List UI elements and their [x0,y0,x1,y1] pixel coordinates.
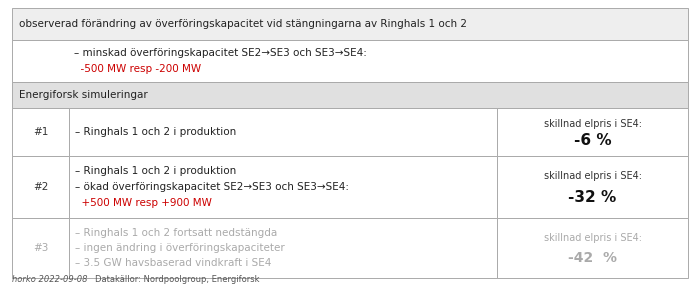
Text: #3: #3 [33,243,48,253]
Bar [69,156,497,218]
Bar [69,218,497,278]
Text: #2: #2 [33,182,48,192]
Text: Datakällor: Nordpoolgroup, Energiforsk: Datakällor: Nordpoolgroup, Energiforsk [95,276,260,284]
Bar [12,40,688,82]
Bar [12,8,688,40]
Text: observerad förändring av överföringskapacitet vid stängningarna av Ringhals 1 oc: observerad förändring av överföringskapa… [19,19,467,29]
Text: -42  %: -42 % [568,251,617,265]
Bar [497,156,688,218]
Bar [69,108,497,156]
Text: – Ringhals 1 och 2 i produktion: – Ringhals 1 och 2 i produktion [75,127,237,137]
Bar [12,156,69,218]
Bar [12,218,69,278]
Text: skillnad elpris i SE4:: skillnad elpris i SE4: [543,119,641,129]
Text: skillnad elpris i SE4:: skillnad elpris i SE4: [543,233,641,243]
Text: -32 %: -32 % [568,190,617,205]
Bar [497,218,688,278]
Text: Energiforsk simuleringar: Energiforsk simuleringar [19,90,148,100]
Text: -6 %: -6 % [574,133,611,148]
Text: – ökad överföringskapacitet SE2→SE3 och SE3→SE4:: – ökad överföringskapacitet SE2→SE3 och … [75,182,349,192]
Text: – 3.5 GW havsbaserad vindkraft i SE4: – 3.5 GW havsbaserad vindkraft i SE4 [75,258,272,268]
Text: horko 2022-09-08: horko 2022-09-08 [12,276,88,284]
Text: – Ringhals 1 och 2 i produktion: – Ringhals 1 och 2 i produktion [75,166,237,176]
Text: – Ringhals 1 och 2 fortsatt nedstängda: – Ringhals 1 och 2 fortsatt nedstängda [75,228,277,238]
Text: +500 MW resp +900 MW: +500 MW resp +900 MW [75,197,212,207]
Bar [497,108,688,156]
Text: -500 MW resp -200 MW: -500 MW resp -200 MW [74,63,201,73]
Text: – ingen ändring i överföringskapaciteter: – ingen ändring i överföringskapaciteter [75,243,285,253]
Text: – minskad överföringskapacitet SE2→SE3 och SE3→SE4:: – minskad överföringskapacitet SE2→SE3 o… [74,48,367,58]
Text: #1: #1 [33,127,48,137]
Bar [12,108,69,156]
Bar [12,82,688,108]
Text: skillnad elpris i SE4:: skillnad elpris i SE4: [543,171,641,181]
